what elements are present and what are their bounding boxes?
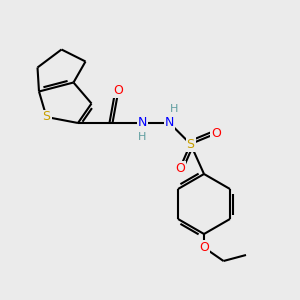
Text: O: O [114,83,123,97]
Text: H: H [170,104,178,115]
Text: O: O [211,127,221,140]
Text: O: O [199,241,209,254]
Text: N: N [138,116,147,130]
Text: N: N [165,116,174,130]
Text: S: S [187,137,194,151]
Text: S: S [43,110,50,124]
Text: O: O [175,161,185,175]
Text: H: H [138,131,147,142]
